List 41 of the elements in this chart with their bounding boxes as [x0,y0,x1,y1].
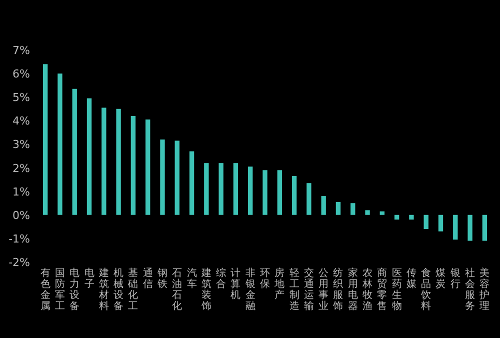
bar [380,211,385,215]
bar [468,214,472,241]
bar [292,176,297,215]
bar [453,214,458,240]
bar [160,140,165,215]
bar [409,214,414,220]
bar [204,163,209,215]
bar [321,196,326,215]
bar [248,166,253,215]
bar [189,151,194,215]
bar [130,116,136,215]
bar [365,210,370,215]
bar [306,183,312,215]
bar [145,119,150,215]
y-tick-label: 3% [12,138,30,152]
bar [482,214,488,241]
y-tick-label: 7% [12,44,30,57]
y-tick-label: 2% [12,162,30,175]
bar [336,202,341,215]
y-tick-label: 5% [12,91,30,104]
bar [438,214,444,232]
bar [218,163,224,215]
bar [277,170,282,215]
y-tick-label: -1% [8,232,30,246]
bar [102,108,106,215]
bar [424,214,428,230]
bar [116,108,121,215]
y-tick-label: 6% [12,68,30,81]
bar [174,140,180,215]
y-tick-label: 1% [12,185,30,198]
bar [72,88,77,215]
bar [233,163,238,215]
y-tick-label: 4% [12,114,30,128]
y-tick-label: -2% [8,256,30,269]
y-tick-label: 0% [12,208,30,222]
bar [394,214,400,220]
bar [42,64,48,215]
bar [86,98,92,215]
bar [350,203,356,215]
bar [262,170,268,215]
bar [58,74,62,215]
